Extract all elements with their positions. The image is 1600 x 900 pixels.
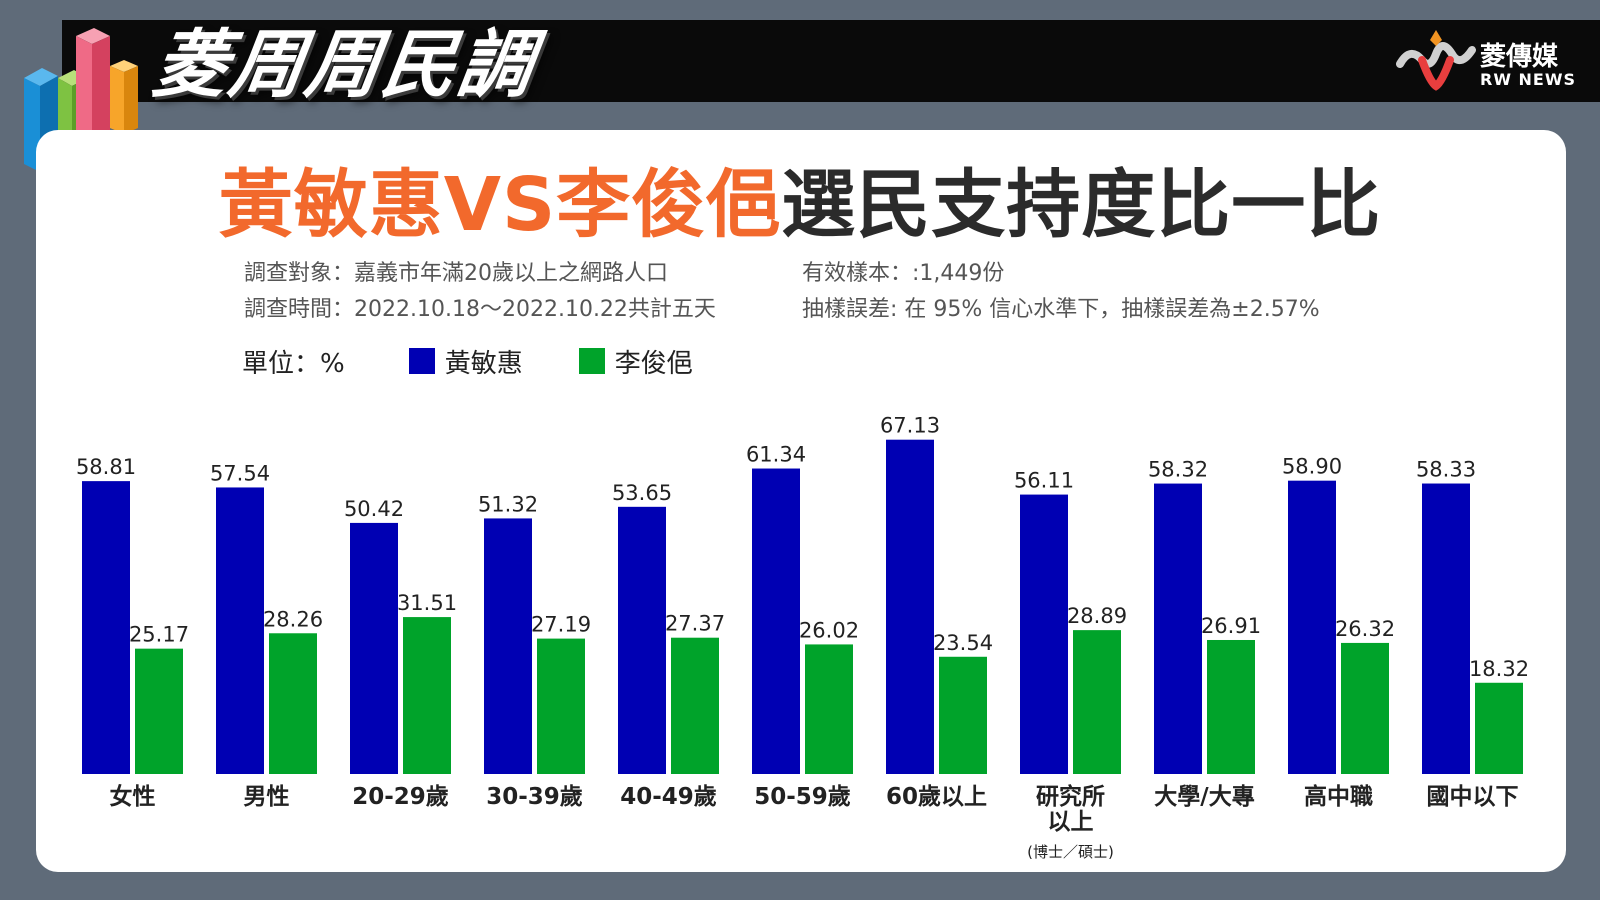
value-label: 26.91	[1201, 614, 1261, 638]
rw-logo-icon	[1396, 30, 1476, 91]
value-label: 53.65	[612, 481, 672, 505]
rw-news-logo: 菱傳媒 RW NEWS	[1396, 24, 1576, 94]
value-label: 56.11	[1014, 469, 1074, 493]
logo-cn-text: 菱傳媒	[1480, 42, 1559, 72]
bar-series2	[537, 638, 585, 774]
legend-swatch-series2	[578, 348, 605, 374]
legend-item-series1: 黃敏惠	[408, 343, 523, 380]
bar-series2	[1207, 639, 1255, 774]
bar-series2	[135, 648, 183, 774]
legend-label-series2: 李俊俋	[614, 348, 693, 379]
category-label: 國中以下	[1427, 784, 1519, 810]
value-label: 25.17	[129, 623, 189, 647]
main-title: 黃敏惠VS李俊俋選民支持度比一比	[0, 160, 1600, 250]
bar-series1	[484, 518, 532, 774]
value-label: 28.26	[263, 607, 323, 631]
legend-item-series2: 李俊俋	[578, 343, 693, 380]
bar-series1	[1020, 494, 1068, 774]
survey-sample: 有效樣本：:1,449份	[802, 261, 1005, 286]
bar-series2	[269, 633, 317, 774]
category-label: 研究所	[1036, 783, 1105, 810]
logo-en-text: RW NEWS	[1480, 70, 1577, 89]
value-label: 31.51	[397, 591, 457, 615]
bar-series2	[939, 656, 987, 774]
value-label: 28.89	[1067, 604, 1127, 628]
bar-series1	[82, 481, 130, 774]
value-label: 26.02	[799, 618, 859, 642]
value-label: 18.32	[1469, 657, 1529, 681]
bar-series1	[1288, 480, 1336, 774]
bar-series1	[886, 439, 934, 774]
category-label: 30-39歲	[486, 784, 583, 810]
unit-label: 單位：%	[242, 348, 345, 379]
bar-series2	[671, 637, 719, 774]
value-label: 58.81	[76, 455, 136, 479]
bar-series2	[1475, 682, 1523, 774]
value-label: 57.54	[210, 461, 270, 485]
value-label: 58.32	[1148, 458, 1208, 482]
survey-error: 抽樣誤差: 在 95% 信心水準下，抽樣誤差為±2.57%	[802, 297, 1320, 322]
legend-swatch-series1	[408, 348, 435, 374]
value-label: 61.34	[746, 443, 806, 467]
bar-series2	[1073, 630, 1121, 774]
category-label: 男性	[244, 784, 290, 810]
bar-series2	[403, 617, 451, 774]
value-label: 58.33	[1416, 458, 1476, 482]
survey-period: 調查時間：2022.10.18～2022.10.22共計五天	[244, 297, 716, 322]
category-label: 40-49歲	[620, 784, 717, 810]
value-label: 23.54	[933, 631, 993, 655]
bar-series1	[1422, 483, 1470, 774]
bar-series1	[618, 506, 666, 774]
value-label: 50.42	[344, 497, 404, 521]
chart-legend: 單位：% 黃敏惠 李俊俋	[242, 343, 749, 380]
category-label: 50-59歲	[754, 784, 851, 810]
category-label: 20-29歲	[352, 784, 449, 810]
category-label: 高中職	[1304, 783, 1373, 810]
category-label: 大學/大專	[1154, 783, 1254, 810]
bar-series2	[805, 644, 853, 774]
legend-label-series1: 黃敏惠	[444, 348, 523, 379]
value-label: 51.32	[478, 492, 538, 516]
main-title-highlight: 黃敏惠VS李俊俋	[218, 162, 782, 248]
value-label: 67.13	[880, 414, 940, 438]
bar-series1	[350, 522, 398, 774]
survey-target: 調查對象：嘉義市年滿20歲以上之網路人口	[244, 261, 668, 286]
header-bar	[62, 20, 1600, 102]
category-label: 以上	[1048, 809, 1094, 835]
bar-series1	[752, 468, 800, 774]
value-label: 27.19	[531, 613, 591, 637]
bar-series2	[1341, 642, 1389, 774]
value-label: 58.90	[1282, 455, 1342, 479]
value-label: 27.37	[665, 612, 725, 636]
value-label: 26.32	[1335, 617, 1395, 641]
category-note: (博士／碩士)	[1027, 843, 1114, 861]
bar-series1	[216, 487, 264, 774]
category-label: 女性	[110, 783, 156, 810]
bar-series1	[1154, 483, 1202, 774]
category-label: 60歲以上	[886, 784, 987, 810]
main-title-rest: 選民支持度比一比	[781, 162, 1382, 248]
